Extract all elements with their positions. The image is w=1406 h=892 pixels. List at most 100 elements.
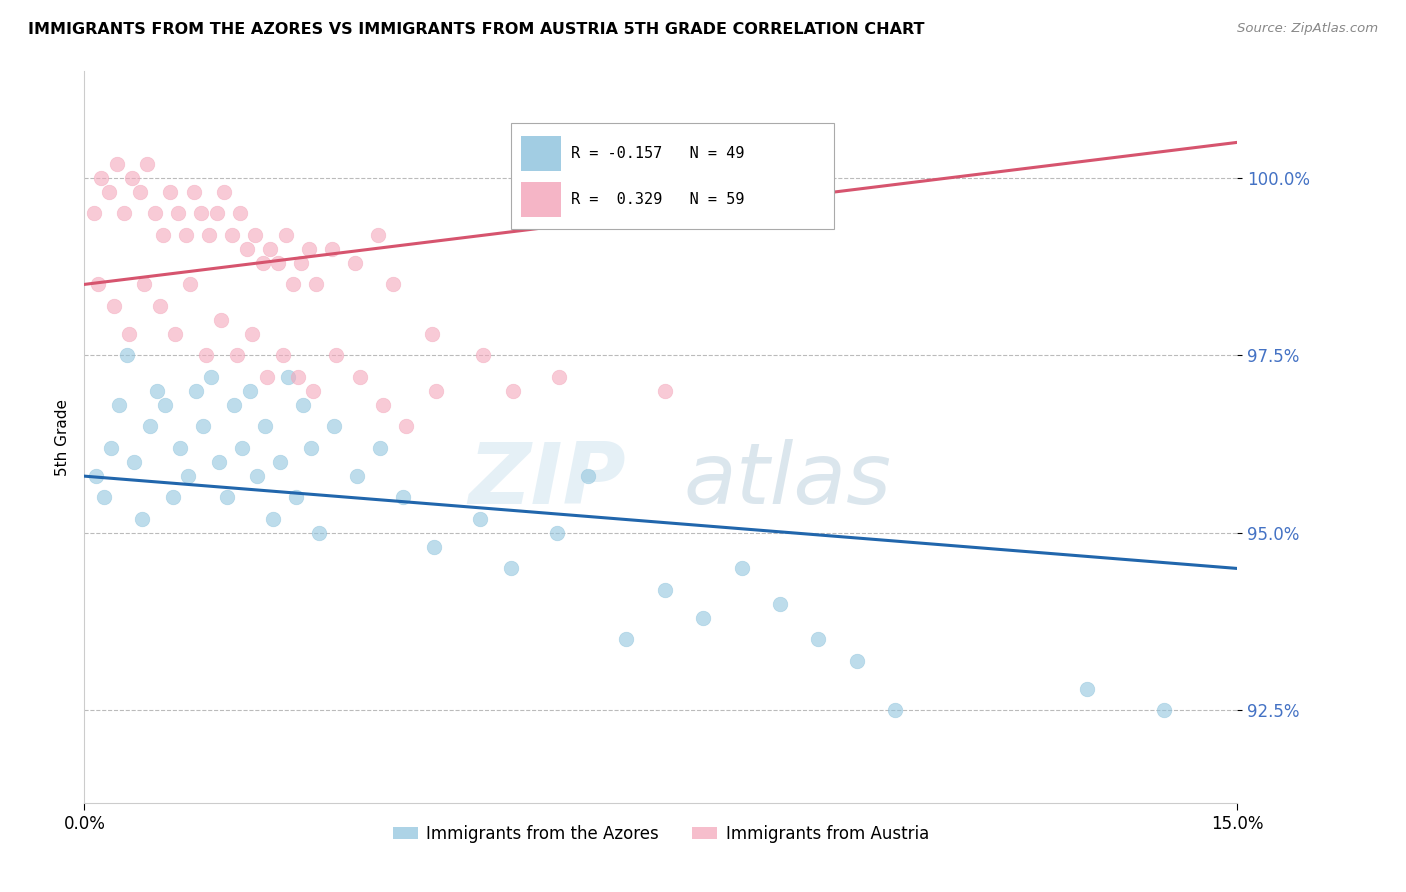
Point	[769, 597, 792, 611]
Point	[343, 256, 366, 270]
Point	[807, 632, 830, 647]
Point	[298, 242, 321, 256]
Point	[228, 206, 250, 220]
Point	[169, 441, 191, 455]
Point	[283, 277, 305, 292]
Point	[231, 441, 253, 455]
Point	[108, 398, 131, 412]
Point	[284, 491, 307, 505]
Point	[165, 327, 187, 342]
Point	[692, 611, 714, 625]
Point	[224, 398, 246, 412]
Point	[274, 227, 297, 242]
Point	[200, 369, 222, 384]
Point	[259, 242, 281, 256]
Point	[614, 632, 637, 647]
Point	[292, 398, 315, 412]
Point	[1076, 682, 1098, 697]
Point	[246, 469, 269, 483]
Legend: Immigrants from the Azores, Immigrants from Austria: Immigrants from the Azores, Immigrants f…	[387, 818, 935, 849]
Point	[149, 299, 172, 313]
Point	[208, 455, 231, 469]
Point	[159, 185, 181, 199]
Text: R =  0.329   N = 59: R = 0.329 N = 59	[571, 192, 744, 207]
Text: ZIP: ZIP	[468, 440, 626, 523]
Text: atlas: atlas	[683, 440, 891, 523]
Text: IMMIGRANTS FROM THE AZORES VS IMMIGRANTS FROM AUSTRIA 5TH GRADE CORRELATION CHAR: IMMIGRANTS FROM THE AZORES VS IMMIGRANTS…	[28, 22, 925, 37]
Point	[112, 206, 135, 220]
Point	[134, 277, 156, 292]
Point	[128, 185, 150, 199]
Point	[124, 455, 146, 469]
FancyBboxPatch shape	[522, 182, 561, 217]
Point	[290, 256, 312, 270]
Point	[252, 256, 274, 270]
Point	[183, 185, 205, 199]
Y-axis label: 5th Grade: 5th Grade	[55, 399, 70, 475]
Point	[269, 455, 291, 469]
Point	[271, 348, 294, 362]
Point	[103, 299, 125, 313]
Point	[105, 156, 128, 170]
Point	[143, 206, 166, 220]
Point	[118, 327, 141, 342]
FancyBboxPatch shape	[510, 122, 834, 228]
Point	[236, 242, 259, 256]
Point	[470, 512, 492, 526]
Point	[209, 313, 232, 327]
Point	[90, 170, 112, 185]
Point	[325, 348, 347, 362]
Point	[239, 384, 262, 398]
Point	[308, 525, 330, 540]
Point	[392, 491, 415, 505]
Point	[152, 227, 174, 242]
Point	[267, 256, 290, 270]
Point	[84, 469, 107, 483]
Point	[205, 206, 228, 220]
Point	[97, 185, 120, 199]
Point	[138, 419, 160, 434]
Text: Source: ZipAtlas.com: Source: ZipAtlas.com	[1237, 22, 1378, 36]
Point	[548, 369, 571, 384]
Point	[174, 227, 197, 242]
Point	[83, 206, 105, 220]
Point	[167, 206, 190, 220]
Point	[371, 398, 394, 412]
Point	[323, 419, 346, 434]
Point	[93, 491, 115, 505]
Point	[420, 327, 443, 342]
Point	[654, 384, 676, 398]
Point	[471, 348, 494, 362]
Point	[221, 227, 243, 242]
Point	[121, 170, 143, 185]
Point	[115, 348, 138, 362]
Point	[100, 441, 122, 455]
Point	[177, 469, 200, 483]
Point	[243, 227, 266, 242]
Point	[225, 348, 247, 362]
Point	[87, 277, 110, 292]
Point	[367, 227, 389, 242]
Point	[499, 561, 522, 575]
Text: R = -0.157   N = 49: R = -0.157 N = 49	[571, 145, 744, 161]
Point	[730, 561, 752, 575]
Point	[240, 327, 263, 342]
Point	[253, 419, 276, 434]
Point	[194, 348, 217, 362]
Point	[190, 206, 212, 220]
Point	[277, 369, 299, 384]
Point	[368, 441, 391, 455]
Point	[184, 384, 207, 398]
Point	[256, 369, 278, 384]
Point	[576, 469, 599, 483]
Point	[425, 384, 447, 398]
Point	[423, 540, 446, 554]
Point	[845, 654, 868, 668]
Point	[382, 277, 405, 292]
Point	[546, 525, 568, 540]
Point	[136, 156, 159, 170]
Point	[179, 277, 201, 292]
Point	[153, 398, 176, 412]
Point	[212, 185, 235, 199]
Point	[287, 369, 309, 384]
